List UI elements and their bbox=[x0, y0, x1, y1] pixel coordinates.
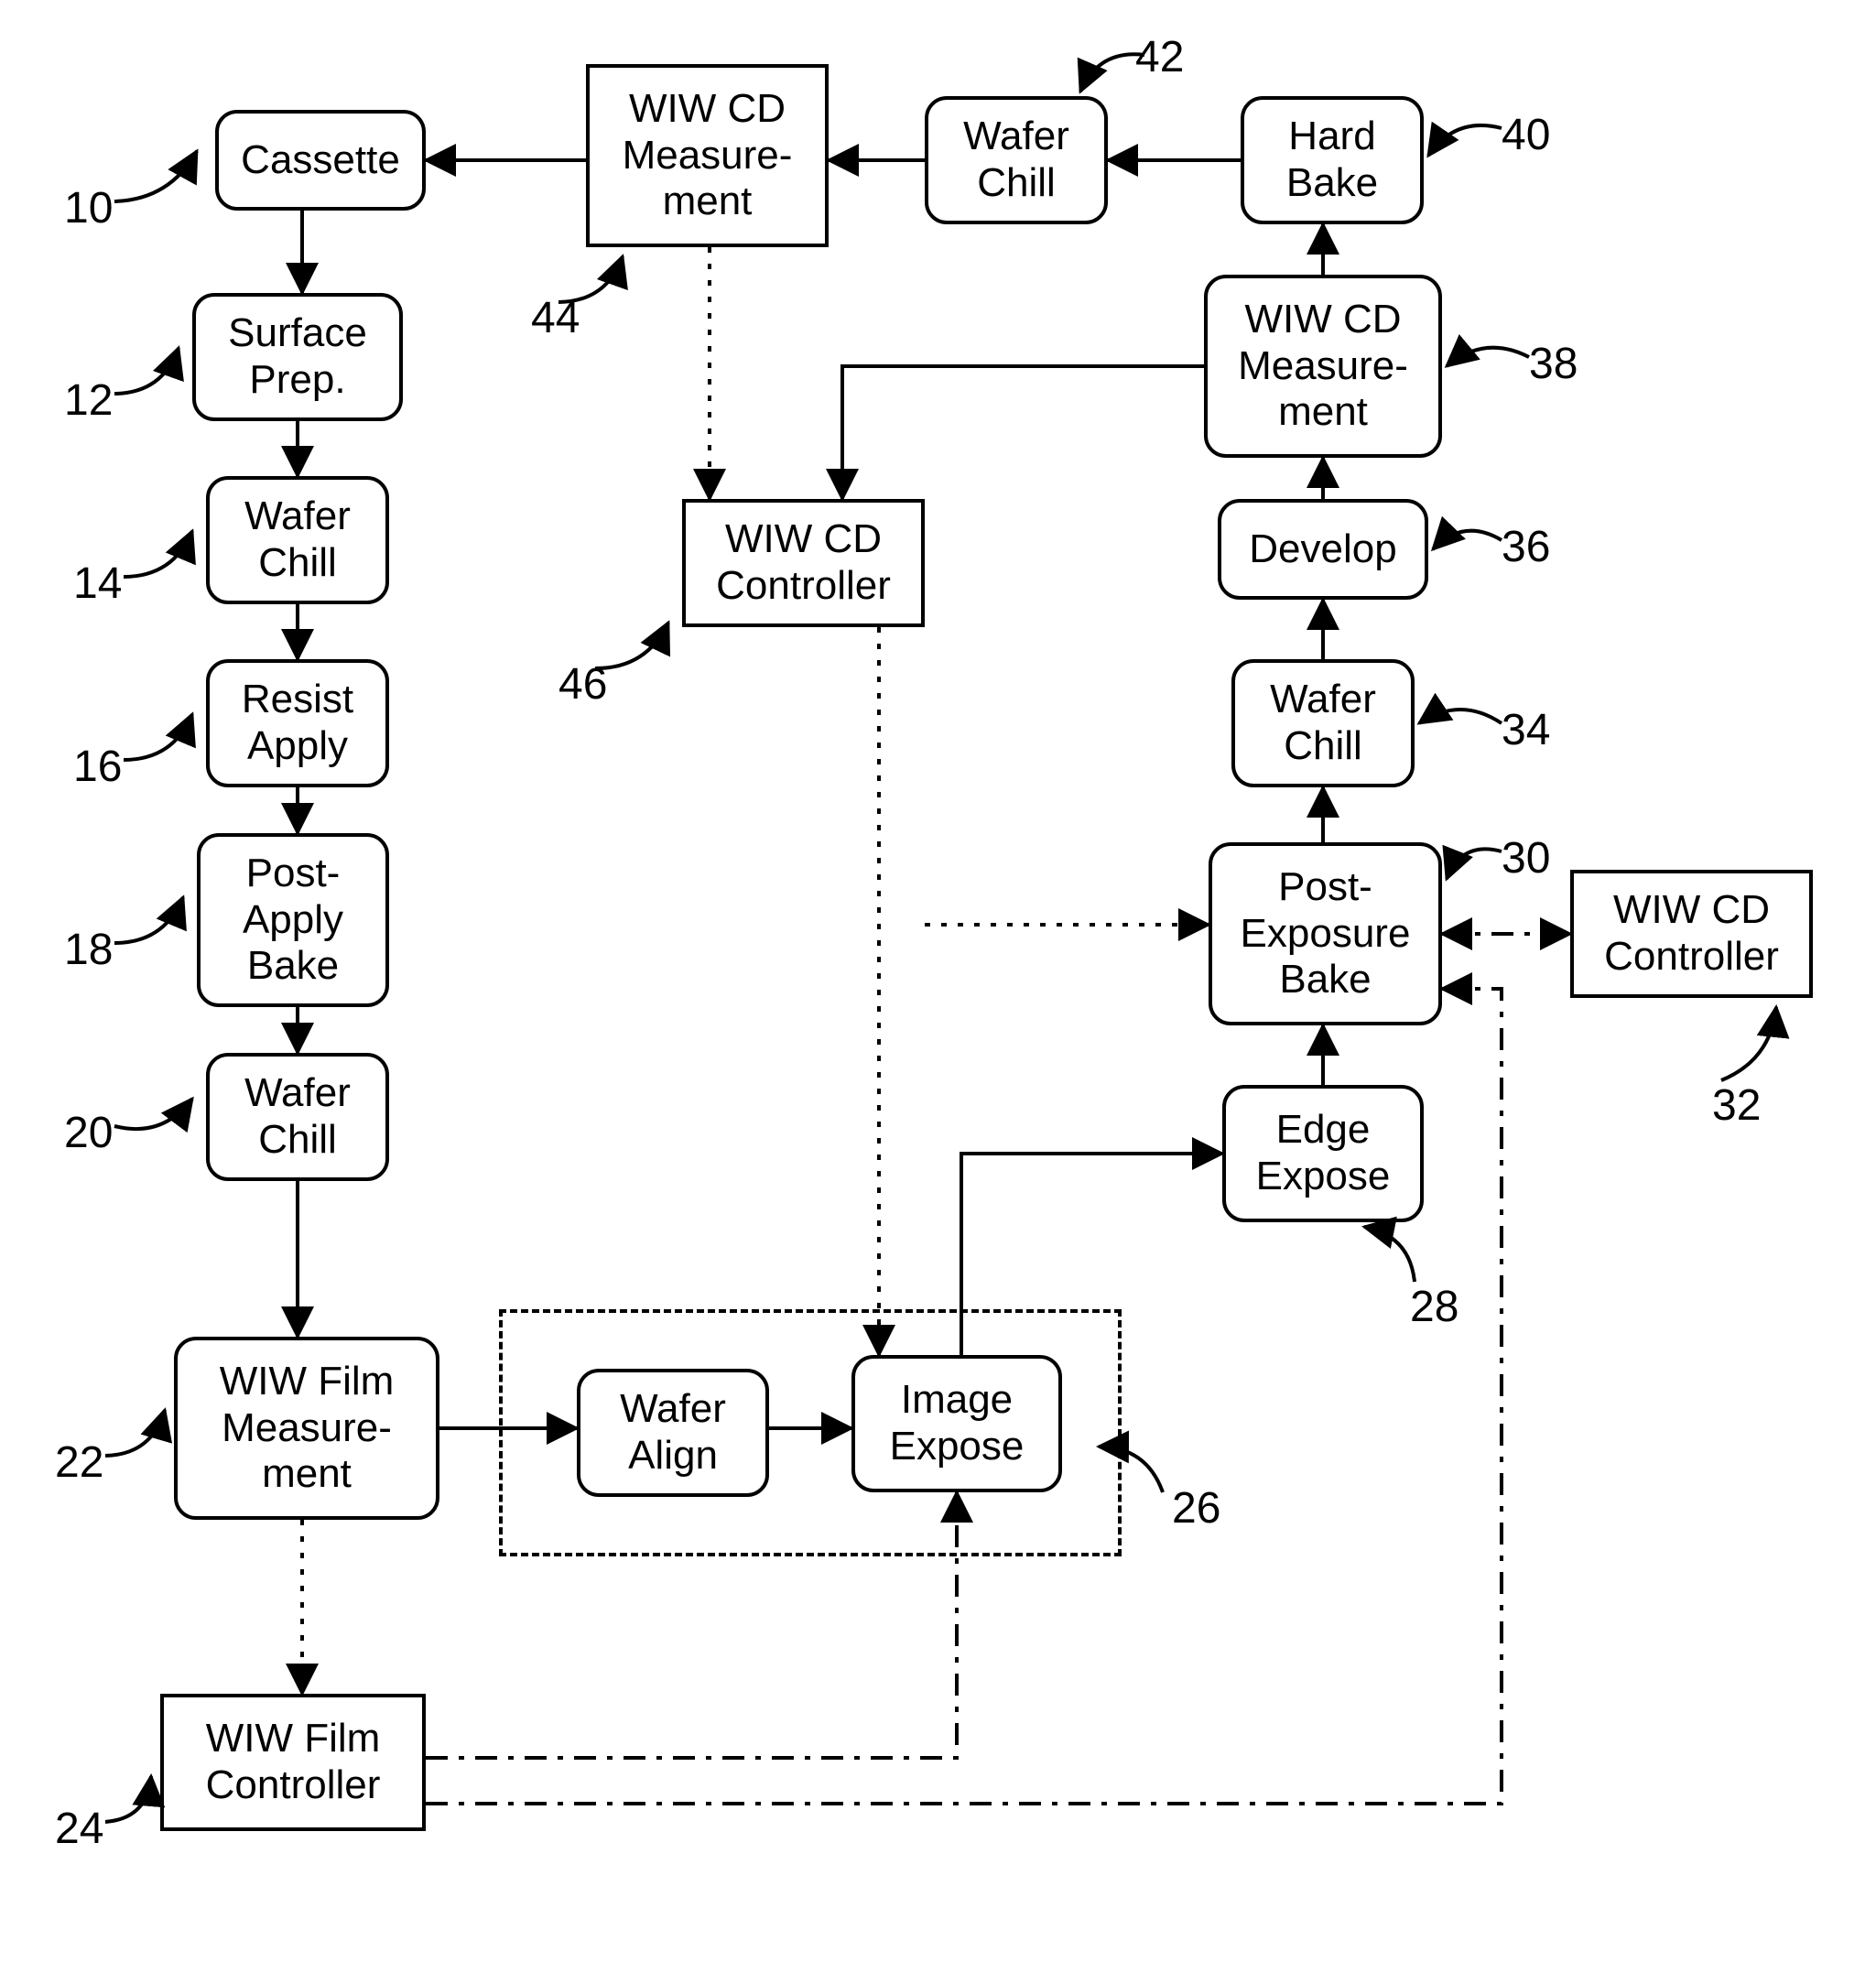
ref-label-10: 10 bbox=[64, 183, 113, 233]
node-label: Post-ExposureBake bbox=[1241, 864, 1411, 1003]
node-wiw-film-controller: WIW FilmController bbox=[160, 1694, 426, 1831]
node-develop: Develop bbox=[1218, 499, 1428, 600]
node-label: WaferChill bbox=[963, 114, 1069, 206]
ref-label-24: 24 bbox=[55, 1804, 103, 1854]
ref-label-46: 46 bbox=[558, 659, 607, 710]
node-wafer-chill-42: WaferChill bbox=[925, 96, 1108, 224]
node-label: WIW CDMeasure-ment bbox=[1238, 297, 1408, 436]
node-label: WIW CDController bbox=[1604, 887, 1779, 980]
node-label: WIW FilmMeasure-ment bbox=[220, 1359, 395, 1498]
node-wafer-chill-20: WaferChill bbox=[206, 1053, 389, 1181]
node-wiw-cd-controller-32: WIW CDController bbox=[1570, 870, 1813, 998]
node-image-expose: ImageExpose bbox=[851, 1355, 1062, 1492]
node-post-apply-bake: Post-ApplyBake bbox=[197, 833, 389, 1007]
ref-label-32: 32 bbox=[1712, 1080, 1761, 1131]
node-label: WaferChill bbox=[244, 1070, 351, 1163]
ref-label-28: 28 bbox=[1410, 1282, 1459, 1332]
ref-label-14: 14 bbox=[73, 558, 122, 609]
diagram-canvas: Cassette SurfacePrep. WaferChill ResistA… bbox=[0, 0, 1876, 1962]
node-surface-prep: SurfacePrep. bbox=[192, 293, 403, 421]
ref-label-40: 40 bbox=[1502, 110, 1550, 160]
node-wafer-chill-34: WaferChill bbox=[1231, 659, 1415, 787]
node-label: SurfacePrep. bbox=[228, 310, 367, 403]
ref-label-20: 20 bbox=[64, 1108, 113, 1158]
ref-label-12: 12 bbox=[64, 375, 113, 426]
node-label: Develop bbox=[1249, 526, 1396, 573]
ref-label-26: 26 bbox=[1172, 1483, 1220, 1534]
node-post-exposure-bake: Post-ExposureBake bbox=[1209, 842, 1442, 1025]
node-label: HardBake bbox=[1286, 114, 1378, 206]
node-label: EdgeExpose bbox=[1256, 1107, 1391, 1199]
node-label: WIW FilmController bbox=[206, 1716, 381, 1808]
node-label: WIW CDController bbox=[716, 516, 891, 609]
ref-label-34: 34 bbox=[1502, 705, 1550, 755]
node-wiw-cd-controller-46: WIW CDController bbox=[682, 499, 925, 627]
node-hard-bake: HardBake bbox=[1241, 96, 1424, 224]
ref-label-18: 18 bbox=[64, 925, 113, 975]
node-label: Post-ApplyBake bbox=[243, 851, 343, 990]
node-label: WaferAlign bbox=[620, 1386, 726, 1479]
ref-label-22: 22 bbox=[55, 1437, 103, 1488]
ref-label-44: 44 bbox=[531, 293, 580, 343]
ref-label-42: 42 bbox=[1135, 32, 1184, 82]
node-label: Cassette bbox=[241, 137, 400, 184]
node-edge-expose: EdgeExpose bbox=[1222, 1085, 1424, 1222]
node-label: WaferChill bbox=[1270, 677, 1376, 769]
node-wiw-film-measure: WIW FilmMeasure-ment bbox=[174, 1337, 439, 1520]
ref-label-38: 38 bbox=[1529, 339, 1578, 389]
node-wiw-cd-measure-44: WIW CDMeasure-ment bbox=[586, 64, 829, 247]
node-wafer-chill-14: WaferChill bbox=[206, 476, 389, 604]
node-cassette: Cassette bbox=[215, 110, 426, 211]
ref-label-16: 16 bbox=[73, 742, 122, 792]
ref-label-36: 36 bbox=[1502, 522, 1550, 572]
node-resist-apply: ResistApply bbox=[206, 659, 389, 787]
node-wiw-cd-measure-38: WIW CDMeasure-ment bbox=[1204, 275, 1442, 458]
node-wafer-align: WaferAlign bbox=[577, 1369, 769, 1497]
node-label: WaferChill bbox=[244, 493, 351, 586]
ref-label-30: 30 bbox=[1502, 833, 1550, 883]
node-label: ResistApply bbox=[242, 677, 353, 769]
node-label: WIW CDMeasure-ment bbox=[623, 86, 793, 225]
node-label: ImageExpose bbox=[890, 1377, 1025, 1469]
